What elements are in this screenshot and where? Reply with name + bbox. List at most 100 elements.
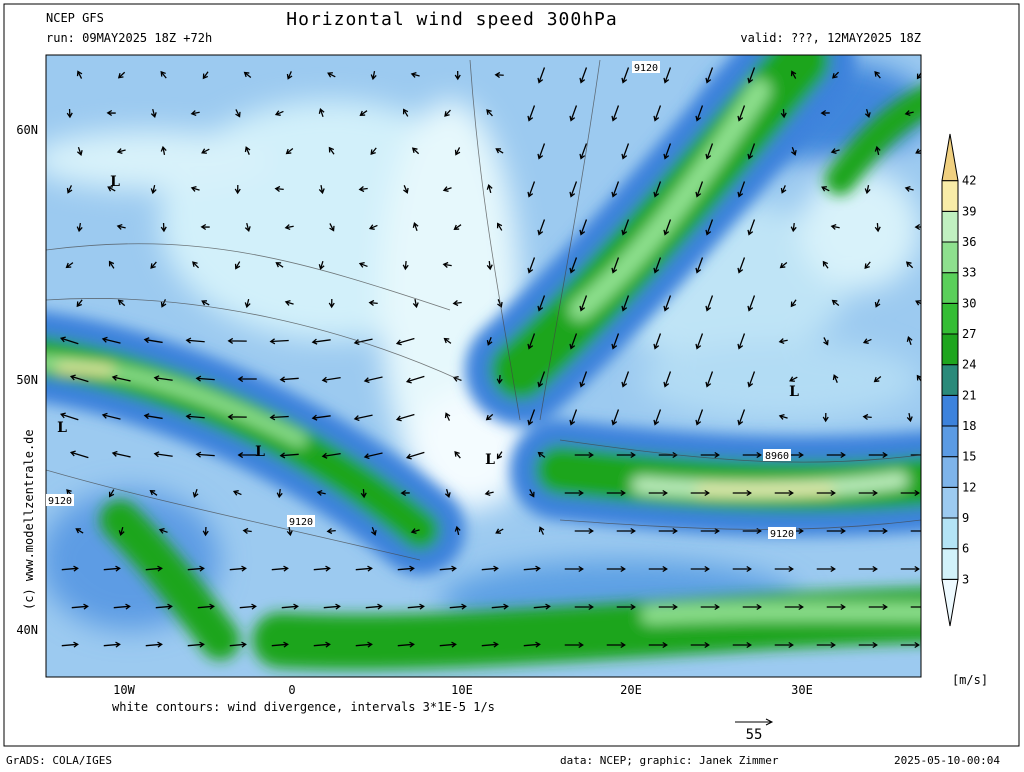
wind-arrow: [363, 376, 383, 384]
grads-credit: GrADS: COLA/IGES: [6, 754, 112, 767]
wind-arrow: [279, 452, 299, 459]
wind-arrow: [326, 527, 336, 535]
wind-arrow: [569, 409, 578, 426]
wind-arrow: [484, 490, 494, 497]
wind-arrow: [160, 145, 167, 156]
wind-arrow: [663, 67, 672, 84]
wind-arrow: [117, 299, 126, 307]
wind-arrow: [143, 337, 163, 344]
wind-arrow: [606, 489, 626, 497]
wind-arrow: [365, 603, 383, 610]
wind-arrow: [700, 451, 720, 459]
wind-arrow: [874, 145, 881, 156]
wind-arrow: [403, 185, 409, 194]
wind-arrow: [737, 409, 746, 426]
wind-arrow: [59, 412, 79, 421]
wind-arrow: [190, 110, 200, 117]
wind-arrow: [611, 333, 620, 350]
wind-arrow: [397, 641, 415, 648]
wind-arrow: [690, 641, 710, 649]
wind-arrow: [235, 109, 241, 118]
unit: [m/s]: [952, 673, 988, 687]
title: Horizontal wind speed 300hPa: [286, 9, 617, 30]
wind-arrow: [569, 181, 578, 198]
contour-label: 9120: [634, 63, 658, 74]
wind-arrow: [606, 641, 626, 649]
wind-arrow: [113, 603, 131, 610]
wind-arrow: [690, 565, 710, 573]
wind-arrow: [239, 603, 257, 610]
wind-arrow: [822, 260, 829, 269]
wind-arrow: [790, 70, 797, 79]
wind-arrow: [695, 409, 704, 426]
wind-arrow: [538, 526, 545, 535]
wind-arrow: [407, 603, 425, 610]
colorbar-cell: [941, 180, 959, 212]
low-marker: L: [255, 444, 265, 460]
wind-arrow: [695, 257, 704, 274]
wind-arrow: [286, 526, 293, 537]
wind-arrow: [150, 184, 157, 195]
wind-arrow: [200, 223, 210, 231]
wind-arrow: [444, 488, 451, 499]
wind-arrow: [61, 565, 79, 572]
wind-arrow: [117, 71, 126, 79]
wind-arrow: [111, 374, 131, 382]
wind-arrow: [496, 222, 503, 231]
wind-arrow: [160, 70, 167, 79]
wind-arrow: [145, 565, 163, 572]
wind-arrow: [574, 451, 594, 459]
colorbar-cell: [941, 333, 959, 366]
wind-arrow: [747, 219, 756, 236]
wind-arrow: [229, 565, 247, 572]
wind-arrow: [271, 641, 289, 648]
wind-arrow: [284, 224, 294, 231]
wind-arrow: [486, 337, 493, 346]
wind-arrow: [579, 295, 588, 312]
wind-arrow: [405, 375, 425, 384]
wind-arrow: [916, 374, 921, 382]
wind-arrow: [101, 412, 121, 420]
wind-arrow: [442, 186, 452, 192]
lat-label: 50N: [16, 373, 38, 387]
colorbar-cell: [941, 486, 959, 519]
wind-arrow: [197, 603, 215, 610]
colorbar-end: [941, 578, 959, 627]
wind-arrow: [285, 147, 294, 155]
wind-arrow: [914, 223, 921, 231]
wind-arrow: [360, 488, 367, 499]
wind-arrow: [108, 489, 115, 498]
wind-arrow: [491, 603, 509, 610]
wind-arrow: [523, 565, 541, 572]
wind-speed-field: [46, 55, 921, 677]
wind-arrow: [820, 109, 830, 117]
wind-arrow: [397, 565, 415, 572]
wind-arrow: [690, 489, 710, 497]
wind-arrow: [116, 148, 126, 155]
colorbar-cell: [941, 517, 959, 550]
wind-arrow: [904, 185, 914, 192]
wind-arrow: [311, 338, 331, 345]
wind-arrow: [495, 528, 504, 534]
wind-arrow: [363, 452, 383, 460]
lat-label: 60N: [16, 123, 38, 137]
run-info: run: 09MAY2025 18Z +72h: [46, 31, 212, 45]
wind-arrow: [823, 337, 829, 346]
wind-arrow: [449, 603, 467, 610]
wind-arrow: [826, 527, 846, 535]
wind-arrow: [271, 565, 289, 572]
wind-arrow: [318, 184, 325, 195]
wind-arrow: [316, 489, 326, 496]
wind-arrow: [916, 71, 921, 80]
wind-arrow: [663, 219, 672, 236]
map-border: [45, 54, 922, 678]
wind-arrow: [737, 181, 746, 198]
wind-arrow: [237, 451, 257, 459]
vector-scale: 55: [746, 727, 763, 743]
wind-arrow: [402, 260, 409, 271]
wind-arrow: [158, 528, 168, 534]
wind-arrow: [705, 371, 714, 388]
wind-arrow: [569, 333, 578, 350]
wind-arrow: [145, 641, 163, 648]
low-marker: L: [110, 174, 120, 190]
